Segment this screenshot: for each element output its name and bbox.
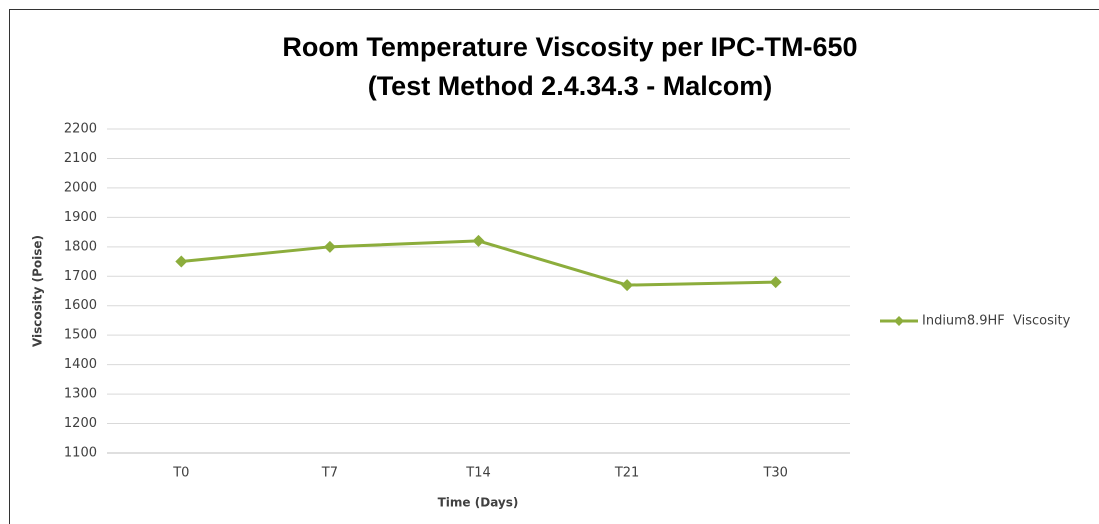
y-tick-label: 2100 — [64, 151, 97, 166]
chart-frame — [9, 9, 1099, 524]
y-tick-label: 1600 — [64, 298, 97, 313]
point-marker — [175, 255, 188, 268]
y-tick-label: 1300 — [64, 387, 97, 402]
y-tick-label: 2200 — [64, 122, 97, 137]
y-tick-label: 1100 — [64, 446, 97, 461]
series-line — [181, 239, 776, 287]
chart-title: Room Temperature Viscosity per IPC-TM-65… — [282, 32, 857, 62]
y-tick-label: 1200 — [64, 416, 97, 431]
y-tick-label: 2000 — [64, 180, 97, 195]
x-tick-label: T21 — [614, 466, 639, 481]
x-tick-label: T14 — [465, 466, 490, 481]
y-tick-label: 1700 — [64, 269, 97, 284]
y-tick-label: 1900 — [64, 210, 97, 225]
point-marker — [621, 279, 634, 292]
y-axis-title: Viscosity (Poise) — [31, 235, 45, 347]
point-marker — [769, 276, 782, 289]
y-tick-label: 1400 — [64, 357, 97, 372]
point-marker — [323, 240, 336, 253]
legend-label: Indium8.9HF Viscosity — [922, 314, 1071, 329]
chart-subtitle: (Test Method 2.4.34.3 - Malcom) — [368, 71, 773, 101]
x-tick-label: T30 — [762, 466, 787, 481]
point-marker — [472, 234, 485, 247]
x-tick-label: T0 — [172, 466, 189, 481]
y-tick-label: 1800 — [64, 239, 97, 254]
x-tick-label: T7 — [321, 466, 338, 481]
y-tick-label: 1500 — [64, 328, 97, 343]
legend-marker — [894, 316, 904, 326]
x-axis-title: Time (Days) — [438, 496, 519, 510]
